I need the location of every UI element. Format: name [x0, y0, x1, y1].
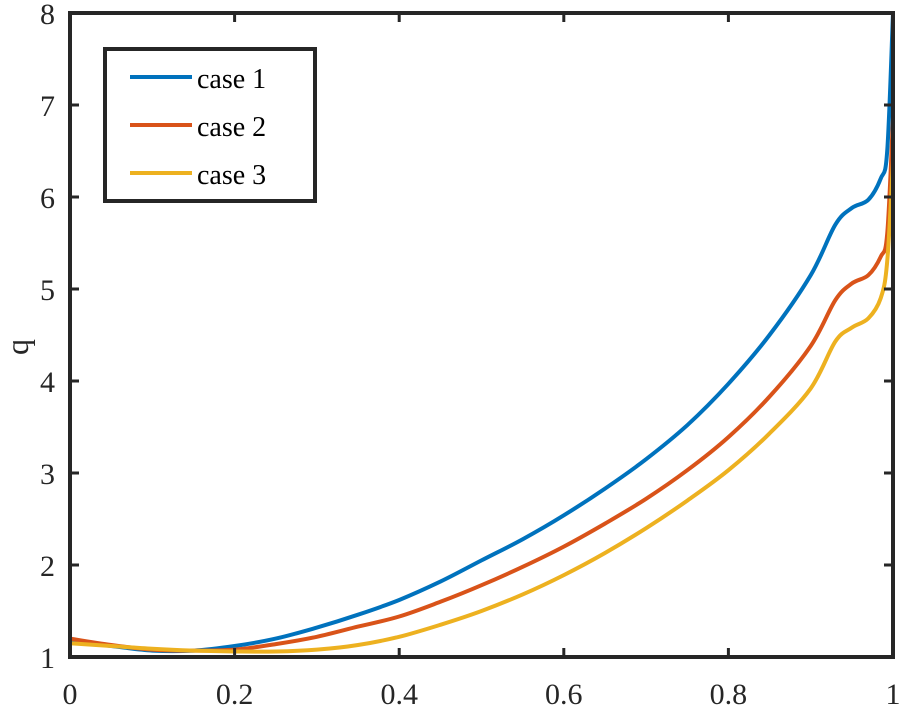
- y-tick-label: 3: [40, 458, 55, 491]
- legend-label-case-3: case 3: [197, 160, 266, 191]
- y-tick-label: 7: [40, 90, 55, 123]
- y-tick-label: 1: [40, 642, 55, 675]
- x-tick-label: 0.6: [545, 678, 583, 711]
- legend-label-case-2: case 2: [197, 112, 266, 143]
- series-line-case-3: [69, 160, 895, 654]
- y-tick-label: 8: [40, 0, 55, 31]
- y-tick-label: 4: [40, 366, 55, 399]
- series-line-case-1: [69, 12, 895, 654]
- y-tick-label: 6: [40, 182, 55, 215]
- y-tick-label: 5: [40, 274, 55, 307]
- x-tick-label: 0: [63, 678, 78, 711]
- legend: case 1 case 2 case 3: [103, 47, 317, 203]
- axes-box: [68, 11, 895, 659]
- legend-label-case-1: case 1: [197, 64, 266, 95]
- y-axis-label: q: [0, 339, 35, 355]
- x-tick-label: 0.4: [380, 678, 418, 711]
- x-tick-label: 0.2: [216, 678, 254, 711]
- y-axis: 1 2 3 4 5 6 7 8: [40, 0, 893, 675]
- x-tick-label: 0.8: [710, 678, 748, 711]
- x-axis: 0 0.2 0.4 0.6 0.8 1: [63, 13, 900, 711]
- y-tick-label: 2: [40, 550, 55, 583]
- x-tick-label: 1: [886, 678, 900, 711]
